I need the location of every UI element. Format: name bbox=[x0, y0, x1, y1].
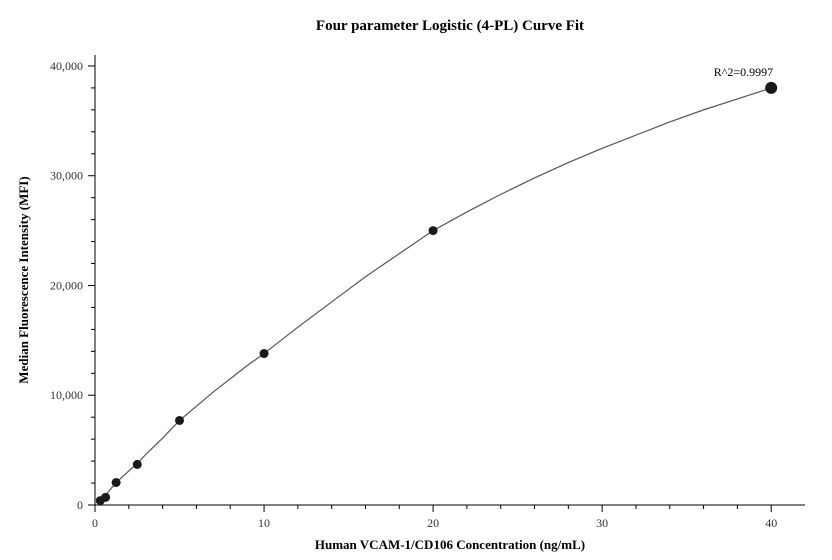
x-tick-label: 40 bbox=[765, 516, 777, 530]
data-point bbox=[112, 478, 121, 487]
chart-svg: Four parameter Logistic (4-PL) Curve Fit… bbox=[0, 0, 832, 560]
data-point bbox=[101, 493, 110, 502]
data-point bbox=[133, 460, 142, 469]
y-tick-label: 10,000 bbox=[50, 388, 83, 402]
x-tick-label: 10 bbox=[258, 516, 270, 530]
x-tick-label: 0 bbox=[92, 516, 98, 530]
r-squared-annotation: R^2=0.9997 bbox=[714, 65, 773, 79]
x-tick-label: 20 bbox=[427, 516, 439, 530]
data-point bbox=[765, 82, 777, 94]
data-point bbox=[429, 226, 438, 235]
y-tick-label: 40,000 bbox=[50, 59, 83, 73]
y-tick-label: 0 bbox=[77, 498, 83, 512]
y-axis-title: Median Fluorescence Intensity (MFI) bbox=[16, 176, 31, 383]
data-point bbox=[260, 349, 269, 358]
y-tick-label: 30,000 bbox=[50, 169, 83, 183]
fitted-curve bbox=[97, 88, 772, 503]
y-tick-label: 20,000 bbox=[50, 278, 83, 292]
chart-title: Four parameter Logistic (4-PL) Curve Fit bbox=[316, 18, 584, 34]
x-axis-title: Human VCAM-1/CD106 Concentration (ng/mL) bbox=[315, 537, 585, 552]
data-point bbox=[175, 416, 184, 425]
chart-container: Four parameter Logistic (4-PL) Curve Fit… bbox=[0, 0, 832, 560]
x-tick-label: 30 bbox=[596, 516, 608, 530]
